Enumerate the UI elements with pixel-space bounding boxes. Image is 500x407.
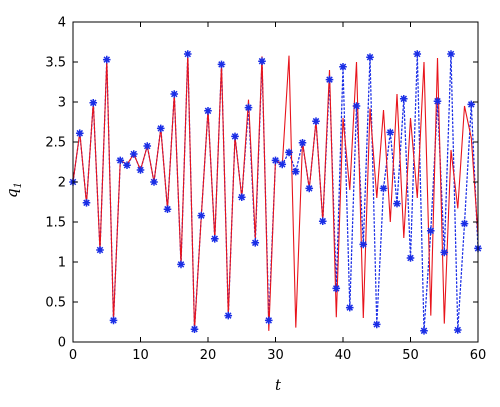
plot-frame (72, 21, 479, 343)
data-point-marker (156, 124, 165, 133)
x-tick-label: 40 (335, 348, 352, 363)
data-point-marker (190, 325, 199, 333)
y-tick-label: 4 (58, 16, 66, 31)
data-point-marker (386, 128, 395, 137)
data-point-marker (440, 248, 449, 257)
y-axis-label-subscript: 1 (13, 182, 24, 188)
x-tick-label: 50 (402, 348, 419, 363)
data-point-marker (447, 50, 455, 58)
data-point-marker (231, 132, 239, 141)
y-tick-label: 1.5 (45, 216, 66, 231)
x-tick-label: 30 (267, 348, 284, 363)
data-point-marker (177, 260, 185, 269)
data-point-marker (318, 217, 327, 225)
data-point-marker (453, 326, 462, 334)
x-tick-label: 0 (69, 348, 77, 363)
data-point-marker (278, 160, 287, 169)
data-point-marker (183, 50, 192, 58)
y-tick-label: 2.5 (45, 136, 66, 151)
y-tick-label: 0.5 (45, 296, 66, 311)
y-axis-label-main: q (3, 188, 21, 198)
data-point-marker (204, 107, 212, 115)
x-tick-label: 10 (132, 348, 149, 363)
data-point-marker (366, 53, 374, 61)
data-point-marker (406, 254, 415, 262)
data-point-marker (170, 90, 179, 98)
data-point-marker (116, 156, 125, 165)
data-point-marker (129, 150, 138, 158)
data-point-marker (217, 60, 226, 69)
data-point-marker (312, 117, 320, 125)
data-point-marker (244, 103, 253, 112)
data-point-marker (291, 167, 300, 176)
data-point-marker (359, 240, 368, 249)
data-point-marker (224, 311, 233, 320)
data-point-marker (75, 129, 84, 137)
data-point-marker (210, 235, 219, 243)
data-point-marker (163, 205, 172, 213)
data-point-marker (332, 284, 341, 293)
data-point-marker (271, 156, 280, 165)
data-point-marker (413, 50, 422, 58)
data-point-marker (89, 99, 98, 107)
data-point-marker (102, 55, 111, 64)
x-tick-label: 60 (470, 348, 487, 363)
data-point-marker (96, 246, 104, 254)
data-point-marker (197, 211, 206, 220)
data-point-marker (237, 193, 246, 201)
data-point-marker (345, 303, 354, 312)
x-axis-label: t (275, 376, 282, 394)
data-point-marker (426, 227, 435, 235)
data-point-marker (460, 219, 469, 228)
data-point-marker (150, 178, 158, 186)
data-point-marker (258, 57, 266, 65)
x-tick-label: 20 (200, 348, 217, 363)
data-point-marker (352, 102, 361, 110)
data-point-marker (123, 161, 131, 169)
y-axis-label: q1 (3, 182, 24, 198)
data-point-marker (305, 184, 314, 193)
data-point-marker (339, 63, 347, 71)
data-point-marker (325, 75, 334, 84)
data-point-marker (251, 239, 260, 247)
y-tick-label: 3.5 (45, 56, 66, 71)
axes-group: 0 10 20 30 40 50 60 0 0.5 1 1.5 2 2.5 3 3.5 4 (45, 16, 486, 364)
data-point-marker (467, 100, 476, 109)
data-point-marker (379, 184, 388, 193)
y-tick-label: 2 (58, 176, 66, 191)
y-tick-label: 1 (58, 256, 66, 271)
data-point-marker (136, 166, 145, 174)
data-point-marker (109, 316, 118, 325)
data-point-marker (372, 320, 381, 329)
data-point-marker (264, 316, 273, 325)
data-point-marker (393, 199, 401, 208)
data-point-marker (433, 97, 442, 105)
data-point-marker (298, 139, 307, 147)
y-tick-label: 0 (58, 336, 66, 351)
data-point-marker (399, 95, 408, 103)
series-group (69, 50, 482, 335)
data-point-marker (420, 327, 428, 335)
series-line-0 (72, 53, 479, 331)
data-point-marker (143, 142, 152, 150)
y-tick-label: 3 (58, 96, 66, 111)
data-point-marker (82, 199, 91, 207)
data-point-marker (285, 148, 293, 157)
